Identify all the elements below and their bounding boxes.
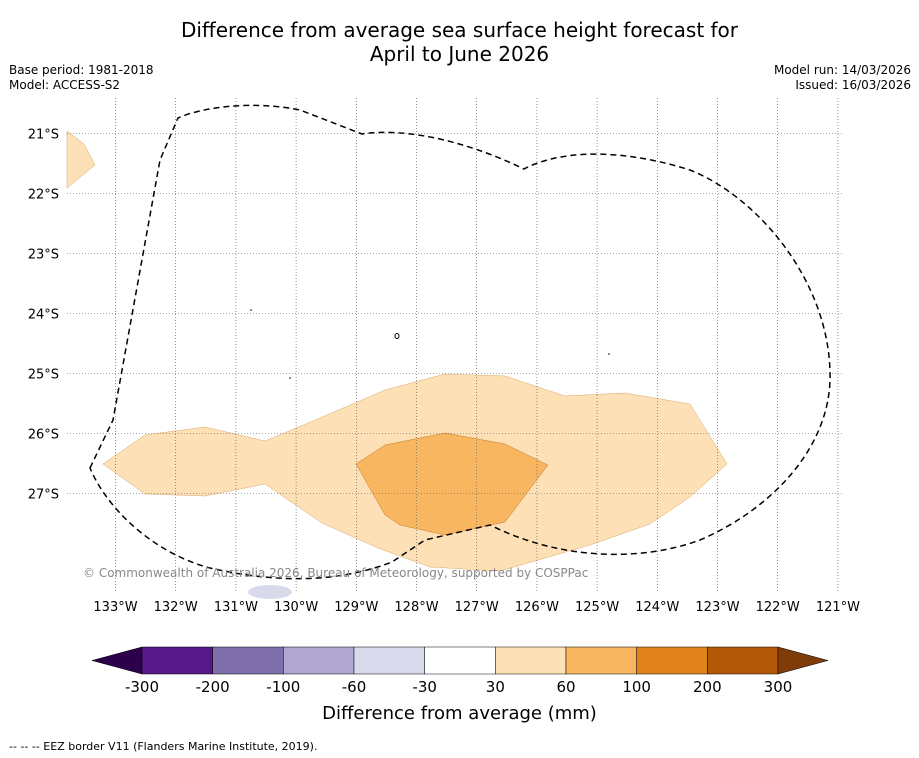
- colorbar-extend-low: [91, 646, 143, 675]
- longitude-label: 123°W: [695, 600, 739, 615]
- model-text: Model: ACCESS-S2: [9, 78, 121, 92]
- longitude-label: 129°W: [334, 600, 378, 615]
- longitude-label: 133°W: [93, 600, 137, 615]
- latitude-label: 21°S: [28, 128, 59, 143]
- colorbar-segment: [495, 646, 567, 675]
- map-area: 133°W 132°W 131°W 130°W 129°W 128°W 127°W 126°W…: [28, 98, 860, 615]
- island-marker: [289, 377, 291, 379]
- base-period-text: Base period: 1981-2018: [9, 63, 154, 77]
- colorbar-tick-label: -30: [412, 678, 437, 696]
- meta-left: Base period: 1981-2018 Model: ACCESS-S2: [9, 63, 154, 93]
- latitude-label: 25°S: [28, 368, 59, 383]
- colorbar-segment: [424, 646, 496, 675]
- colorbar-tick-label: 100: [622, 678, 651, 696]
- colorbar-extend-high: [777, 646, 829, 675]
- colorbar-tick-label: -200: [196, 678, 230, 696]
- latitude-label: 27°S: [28, 488, 59, 503]
- colorbar-segment: [283, 646, 355, 675]
- graticule: [67, 98, 843, 592]
- longitude-label: 126°W: [515, 600, 559, 615]
- title-line-2: April to June 2026: [369, 42, 550, 66]
- latitude-label: 26°S: [28, 428, 59, 443]
- latitude-label: 24°S: [28, 308, 59, 323]
- longitude-label: 124°W: [635, 600, 679, 615]
- colorbar-label: Difference from average (mm): [322, 703, 597, 724]
- latitude-label: 22°S: [28, 188, 59, 203]
- longitude-label: 122°W: [756, 600, 800, 615]
- longitude-label: 131°W: [214, 600, 258, 615]
- colorbar-segment: [353, 646, 425, 675]
- issued-text: Issued: 16/03/2026: [795, 78, 911, 92]
- colorbar-tick-label: -100: [266, 678, 300, 696]
- colorbar-tick-label: 30: [486, 678, 505, 696]
- longitude-label: 127°W: [455, 600, 499, 615]
- colorbar-tick-label: 300: [764, 678, 793, 696]
- model-run-text: Model run: 14/03/2026: [773, 63, 911, 77]
- latitude-label: 23°S: [28, 248, 59, 263]
- longitude-label: 132°W: [154, 600, 198, 615]
- colorbar-tick-label: -300: [125, 678, 159, 696]
- colorbar: -300 -200 -100 -60 -30 30 60 100 200 300: [91, 646, 829, 696]
- colorbar-segment: [565, 646, 637, 675]
- colorbar-segment: [636, 646, 708, 675]
- latitude-axis-labels: 21°S 22°S 23°S 24°S 25°S 26°S 27°S: [28, 128, 59, 503]
- longitude-label: 125°W: [575, 600, 619, 615]
- title-line-1: Difference from average sea surface heig…: [180, 18, 739, 42]
- longitude-label: 128°W: [394, 600, 438, 615]
- longitude-axis-labels: 133°W 132°W 131°W 130°W 129°W 128°W 127°W 126°W…: [93, 600, 860, 615]
- colorbar-tick-label: 200: [693, 678, 722, 696]
- island-marker: [394, 333, 400, 339]
- island-marker: [608, 353, 610, 355]
- meta-right: Model run: 14/03/2026 Issued: 16/03/2026: [774, 63, 911, 93]
- island-marker: [250, 309, 252, 311]
- colorbar-segment: [707, 646, 779, 675]
- colorbar-segment: [212, 646, 284, 675]
- longitude-label: 121°W: [816, 600, 860, 615]
- colorbar-segment: [141, 646, 213, 675]
- longitude-label: 130°W: [274, 600, 318, 615]
- copyright-text: © Commonwealth of Australia 2026, Bureau…: [83, 566, 588, 580]
- map-title: Difference from average sea surface heig…: [0, 18, 919, 66]
- anomaly-negative-patch: [248, 585, 292, 599]
- eez-footnote: -- -- -- EEZ border V11 (Flanders Marine…: [9, 740, 318, 753]
- colorbar-tick-label: -60: [342, 678, 367, 696]
- anomaly-30-60-region-west: [66, 130, 96, 189]
- colorbar-tick-label: 60: [556, 678, 575, 696]
- eez-border: [89, 104, 831, 580]
